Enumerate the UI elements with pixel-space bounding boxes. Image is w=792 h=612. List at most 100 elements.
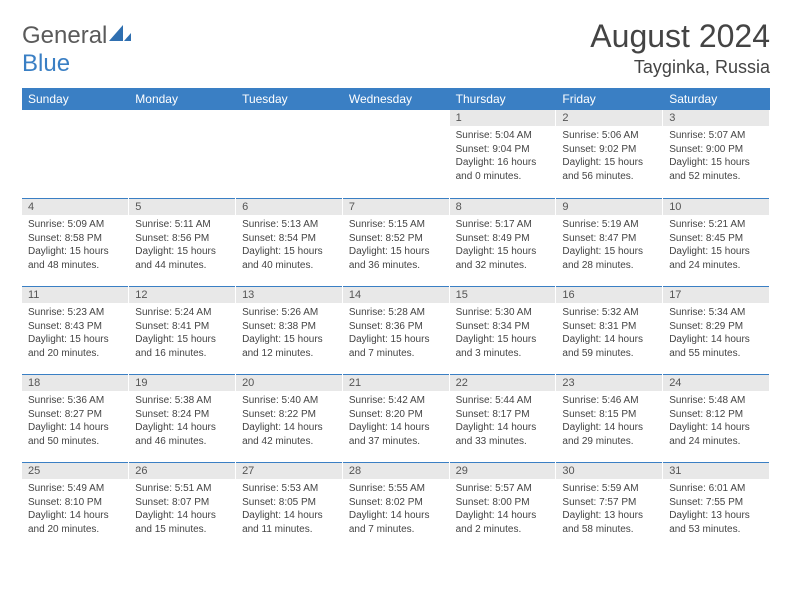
sunset-text: Sunset: 7:55 PM bbox=[669, 496, 763, 510]
day-number: 27 bbox=[236, 462, 342, 479]
day-body: Sunrise: 5:04 AMSunset: 9:04 PMDaylight:… bbox=[450, 126, 556, 186]
day-number: 18 bbox=[22, 374, 128, 391]
daylight-text: Daylight: 13 hours and 58 minutes. bbox=[562, 509, 656, 536]
weekday-header: Saturday bbox=[663, 88, 770, 110]
day-body: Sunrise: 5:17 AMSunset: 8:49 PMDaylight:… bbox=[450, 215, 556, 275]
logo-sail-icon bbox=[109, 22, 131, 49]
day-body: Sunrise: 5:28 AMSunset: 8:36 PMDaylight:… bbox=[343, 303, 449, 363]
daylight-text: Daylight: 15 hours and 56 minutes. bbox=[562, 156, 656, 183]
sunrise-text: Sunrise: 5:09 AM bbox=[28, 218, 122, 232]
day-body bbox=[343, 126, 449, 132]
location: Tayginka, Russia bbox=[590, 57, 770, 78]
calendar-cell: 8Sunrise: 5:17 AMSunset: 8:49 PMDaylight… bbox=[449, 198, 556, 286]
sunrise-text: Sunrise: 5:04 AM bbox=[456, 129, 550, 143]
calendar-cell: 27Sunrise: 5:53 AMSunset: 8:05 PMDayligh… bbox=[236, 462, 343, 550]
day-body: Sunrise: 6:01 AMSunset: 7:55 PMDaylight:… bbox=[663, 479, 769, 539]
sunrise-text: Sunrise: 5:42 AM bbox=[349, 394, 443, 408]
calendar-cell: 22Sunrise: 5:44 AMSunset: 8:17 PMDayligh… bbox=[449, 374, 556, 462]
calendar-week: 4Sunrise: 5:09 AMSunset: 8:58 PMDaylight… bbox=[22, 198, 770, 286]
calendar-cell: 1Sunrise: 5:04 AMSunset: 9:04 PMDaylight… bbox=[449, 110, 556, 198]
day-number: 2 bbox=[556, 110, 662, 126]
daylight-text: Daylight: 14 hours and 29 minutes. bbox=[562, 421, 656, 448]
day-body: Sunrise: 5:40 AMSunset: 8:22 PMDaylight:… bbox=[236, 391, 342, 451]
header: General Blue August 2024 Tayginka, Russi… bbox=[22, 18, 770, 78]
calendar-body: 1Sunrise: 5:04 AMSunset: 9:04 PMDaylight… bbox=[22, 110, 770, 550]
calendar-cell: 18Sunrise: 5:36 AMSunset: 8:27 PMDayligh… bbox=[22, 374, 129, 462]
sunset-text: Sunset: 8:27 PM bbox=[28, 408, 122, 422]
calendar-cell: 30Sunrise: 5:59 AMSunset: 7:57 PMDayligh… bbox=[556, 462, 663, 550]
day-number: 12 bbox=[129, 286, 235, 303]
sunset-text: Sunset: 9:00 PM bbox=[669, 143, 763, 157]
sunset-text: Sunset: 8:54 PM bbox=[242, 232, 336, 246]
calendar-cell bbox=[22, 110, 129, 198]
day-body: Sunrise: 5:38 AMSunset: 8:24 PMDaylight:… bbox=[129, 391, 235, 451]
calendar-cell: 15Sunrise: 5:30 AMSunset: 8:34 PMDayligh… bbox=[449, 286, 556, 374]
calendar-week: 18Sunrise: 5:36 AMSunset: 8:27 PMDayligh… bbox=[22, 374, 770, 462]
sunset-text: Sunset: 8:29 PM bbox=[669, 320, 763, 334]
sunset-text: Sunset: 8:36 PM bbox=[349, 320, 443, 334]
calendar-cell: 28Sunrise: 5:55 AMSunset: 8:02 PMDayligh… bbox=[342, 462, 449, 550]
sunrise-text: Sunrise: 5:48 AM bbox=[669, 394, 763, 408]
sunset-text: Sunset: 8:47 PM bbox=[562, 232, 656, 246]
daylight-text: Daylight: 14 hours and 37 minutes. bbox=[349, 421, 443, 448]
day-number: 30 bbox=[556, 462, 662, 479]
daylight-text: Daylight: 15 hours and 28 minutes. bbox=[562, 245, 656, 272]
calendar-cell: 16Sunrise: 5:32 AMSunset: 8:31 PMDayligh… bbox=[556, 286, 663, 374]
calendar-cell: 11Sunrise: 5:23 AMSunset: 8:43 PMDayligh… bbox=[22, 286, 129, 374]
calendar-cell: 2Sunrise: 5:06 AMSunset: 9:02 PMDaylight… bbox=[556, 110, 663, 198]
sunset-text: Sunset: 8:52 PM bbox=[349, 232, 443, 246]
daylight-text: Daylight: 13 hours and 53 minutes. bbox=[669, 509, 763, 536]
sunset-text: Sunset: 8:00 PM bbox=[456, 496, 550, 510]
daylight-text: Daylight: 14 hours and 2 minutes. bbox=[456, 509, 550, 536]
weekday-header: Monday bbox=[129, 88, 236, 110]
sunrise-text: Sunrise: 5:26 AM bbox=[242, 306, 336, 320]
day-body: Sunrise: 5:53 AMSunset: 8:05 PMDaylight:… bbox=[236, 479, 342, 539]
title-block: August 2024 Tayginka, Russia bbox=[590, 18, 770, 78]
sunset-text: Sunset: 8:58 PM bbox=[28, 232, 122, 246]
day-number: 20 bbox=[236, 374, 342, 391]
sunrise-text: Sunrise: 5:07 AM bbox=[669, 129, 763, 143]
calendar-cell: 23Sunrise: 5:46 AMSunset: 8:15 PMDayligh… bbox=[556, 374, 663, 462]
day-body: Sunrise: 5:24 AMSunset: 8:41 PMDaylight:… bbox=[129, 303, 235, 363]
sunset-text: Sunset: 8:20 PM bbox=[349, 408, 443, 422]
calendar-cell: 20Sunrise: 5:40 AMSunset: 8:22 PMDayligh… bbox=[236, 374, 343, 462]
day-number: 10 bbox=[663, 198, 769, 215]
day-number: 29 bbox=[450, 462, 556, 479]
calendar-cell: 14Sunrise: 5:28 AMSunset: 8:36 PMDayligh… bbox=[342, 286, 449, 374]
sunrise-text: Sunrise: 5:11 AM bbox=[135, 218, 229, 232]
calendar-cell: 25Sunrise: 5:49 AMSunset: 8:10 PMDayligh… bbox=[22, 462, 129, 550]
day-body: Sunrise: 5:21 AMSunset: 8:45 PMDaylight:… bbox=[663, 215, 769, 275]
daylight-text: Daylight: 14 hours and 33 minutes. bbox=[456, 421, 550, 448]
sunset-text: Sunset: 8:12 PM bbox=[669, 408, 763, 422]
calendar-cell: 31Sunrise: 6:01 AMSunset: 7:55 PMDayligh… bbox=[663, 462, 770, 550]
sunset-text: Sunset: 7:57 PM bbox=[562, 496, 656, 510]
day-number: 7 bbox=[343, 198, 449, 215]
day-body: Sunrise: 5:23 AMSunset: 8:43 PMDaylight:… bbox=[22, 303, 128, 363]
day-body: Sunrise: 5:57 AMSunset: 8:00 PMDaylight:… bbox=[450, 479, 556, 539]
daylight-text: Daylight: 14 hours and 50 minutes. bbox=[28, 421, 122, 448]
day-body: Sunrise: 5:44 AMSunset: 8:17 PMDaylight:… bbox=[450, 391, 556, 451]
sunset-text: Sunset: 9:04 PM bbox=[456, 143, 550, 157]
logo-part1: General bbox=[22, 22, 107, 49]
sunrise-text: Sunrise: 5:55 AM bbox=[349, 482, 443, 496]
day-body: Sunrise: 5:32 AMSunset: 8:31 PMDaylight:… bbox=[556, 303, 662, 363]
sunrise-text: Sunrise: 5:30 AM bbox=[456, 306, 550, 320]
day-number: 4 bbox=[22, 198, 128, 215]
daylight-text: Daylight: 15 hours and 48 minutes. bbox=[28, 245, 122, 272]
sunrise-text: Sunrise: 5:38 AM bbox=[135, 394, 229, 408]
sunrise-text: Sunrise: 5:15 AM bbox=[349, 218, 443, 232]
day-body: Sunrise: 5:13 AMSunset: 8:54 PMDaylight:… bbox=[236, 215, 342, 275]
calendar-cell: 4 Sunrise: 5:09 AMSunset: 8:58 PMDaylight… bbox=[22, 198, 129, 286]
daylight-text: Daylight: 15 hours and 24 minutes. bbox=[669, 245, 763, 272]
sunrise-text: Sunrise: 5:57 AM bbox=[456, 482, 550, 496]
day-body: Sunrise: 5:49 AMSunset: 8:10 PMDaylight:… bbox=[22, 479, 128, 539]
sunset-text: Sunset: 8:17 PM bbox=[456, 408, 550, 422]
weekday-header: Wednesday bbox=[342, 88, 449, 110]
sunset-text: Sunset: 8:10 PM bbox=[28, 496, 122, 510]
calendar-cell: 9Sunrise: 5:19 AMSunset: 8:47 PMDaylight… bbox=[556, 198, 663, 286]
day-number: 17 bbox=[663, 286, 769, 303]
sunset-text: Sunset: 8:22 PM bbox=[242, 408, 336, 422]
day-number: 13 bbox=[236, 286, 342, 303]
daylight-text: Daylight: 14 hours and 46 minutes. bbox=[135, 421, 229, 448]
day-body: Sunrise: 5:15 AMSunset: 8:52 PMDaylight:… bbox=[343, 215, 449, 275]
